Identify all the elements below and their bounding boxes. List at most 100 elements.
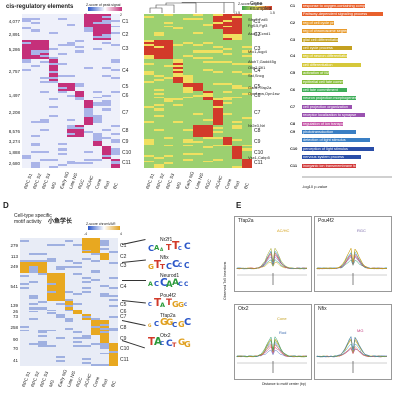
heatmap-b-cell [212, 164, 223, 167]
heatmap-a-cell [111, 33, 121, 37]
heatmap-b-cell [163, 156, 174, 160]
heatmap-d-cell [100, 335, 110, 338]
heatmap-d-cell [73, 346, 83, 350]
heatmap-d-cell [55, 317, 65, 321]
panel-c-term-bar [302, 71, 329, 76]
heatmap-a-cell [66, 102, 76, 105]
heatmap-b-cell [193, 91, 204, 94]
heatmap-d-cell [100, 352, 110, 355]
heatmap-a-cell [39, 106, 50, 109]
heatmap-b-cell [193, 83, 204, 86]
heatmap-d-cell [82, 266, 92, 269]
panel-a-scale-bar [88, 7, 122, 11]
gene-example: Nr2e3,Nrl [248, 123, 266, 128]
heatmap-d-cell [20, 319, 30, 323]
heatmap-b-cell [173, 133, 184, 136]
heatmap-b-cell [144, 38, 155, 41]
heatmap-b-cell [144, 158, 155, 161]
heatmap-a-cell [66, 133, 76, 136]
heatmap-a-cell [57, 89, 67, 92]
heatmap-a-cell [48, 135, 58, 138]
heatmap-d-cell [46, 346, 56, 350]
heatmap-b-cell [144, 110, 155, 113]
heatmap-d-cell [20, 364, 30, 367]
heatmap-a-cell [84, 91, 94, 94]
heatmap-a-cell [66, 64, 76, 68]
heatmap-d-cell [20, 288, 30, 291]
heatmap-b-cell [222, 89, 233, 92]
heatmap-a-cell [102, 128, 112, 132]
heatmap-d-cell [82, 253, 92, 256]
heatmap-d-cell [73, 261, 83, 265]
heatmap-d-cell [100, 331, 110, 334]
heatmap-a-cell [111, 162, 121, 165]
panel-b-cluster-label: C6 [254, 92, 261, 99]
heatmap-d-cell [64, 294, 74, 297]
heatmap-d-cell [82, 346, 92, 350]
heatmap-b-cell [173, 126, 184, 130]
heatmap-b-cell [163, 35, 174, 39]
heatmap-b-cell [212, 137, 223, 140]
heatmap-a-cell [75, 79, 85, 82]
heatmap-b-cell [212, 150, 223, 153]
heatmap-b-cell [242, 98, 253, 101]
heatmap-d-cell [37, 356, 48, 359]
heatmap-b-cell [183, 46, 194, 49]
heatmap-b-cell [153, 29, 164, 32]
heatmap-b-cell [232, 148, 243, 151]
heatmap-b-cell [183, 139, 194, 142]
heatmap-b-cell [193, 162, 204, 165]
heatmap-b-cell [183, 58, 194, 61]
heatmap-b-cell [222, 40, 233, 43]
heatmap-b-cell [153, 89, 164, 92]
heatmap-d-cell [73, 362, 83, 365]
heatmap-d-cell [91, 288, 101, 291]
heatmap-b-cell [232, 87, 243, 90]
heatmap-d-cell [73, 259, 83, 263]
heatmap-d-cell [64, 307, 74, 310]
heatmap-b-cell [163, 52, 174, 55]
heatmap-a-cell [48, 79, 58, 82]
heatmap-d-cell [73, 309, 83, 312]
heatmap-b-cell [202, 21, 214, 24]
heatmap-d-cell [37, 268, 48, 271]
heatmap-b-cell [163, 126, 174, 130]
heatmap-b-cell [183, 62, 194, 66]
heatmap-d-cell [100, 339, 110, 342]
heatmap-d-cell [37, 312, 48, 314]
heatmap-a-cell [48, 128, 58, 132]
heatmap-a-cell [48, 96, 58, 99]
heatmap-b-cell [232, 60, 243, 64]
heatmap-a-cell [39, 158, 50, 161]
heatmap-d-cell [46, 352, 56, 355]
heatmap-d-cell [55, 245, 65, 248]
heatmap-b-cell [242, 164, 253, 167]
heatmap-b-cell [222, 100, 233, 103]
heatmap-d-cell [20, 344, 30, 348]
heatmap-a-cell [111, 158, 121, 161]
heatmap-b-cell [202, 66, 214, 70]
heatmap-b-cell [242, 120, 253, 124]
heatmap-d-cell [37, 352, 48, 355]
heatmap-b-cell [202, 79, 214, 82]
heatmap-b-cell [144, 112, 155, 115]
heatmap-a-cell [39, 152, 50, 155]
footprint-plot: Pou4f2 RGC [314, 216, 392, 292]
heatmap-b-cell [173, 87, 184, 90]
heatmap-a-cell [48, 77, 58, 80]
heatmap-a-cell [57, 122, 67, 126]
heatmap-d-cell [37, 296, 48, 299]
heatmap-d-cell [109, 300, 119, 304]
heatmap-b-cell [232, 108, 243, 111]
heatmap-a-cell [75, 27, 85, 30]
heatmap-b-cell [153, 144, 164, 147]
heatmap-d-cell [91, 300, 101, 304]
heatmap-b-cell [153, 108, 164, 111]
heatmap-b-cell [222, 110, 233, 113]
heatmap-a-cell [102, 40, 112, 43]
heatmap-b-cell [163, 58, 174, 61]
heatmap-d-cell [28, 313, 39, 316]
heatmap-a-cell [39, 131, 50, 134]
heatmap-d-cell [100, 300, 110, 304]
heatmap-d-cell [46, 290, 56, 293]
